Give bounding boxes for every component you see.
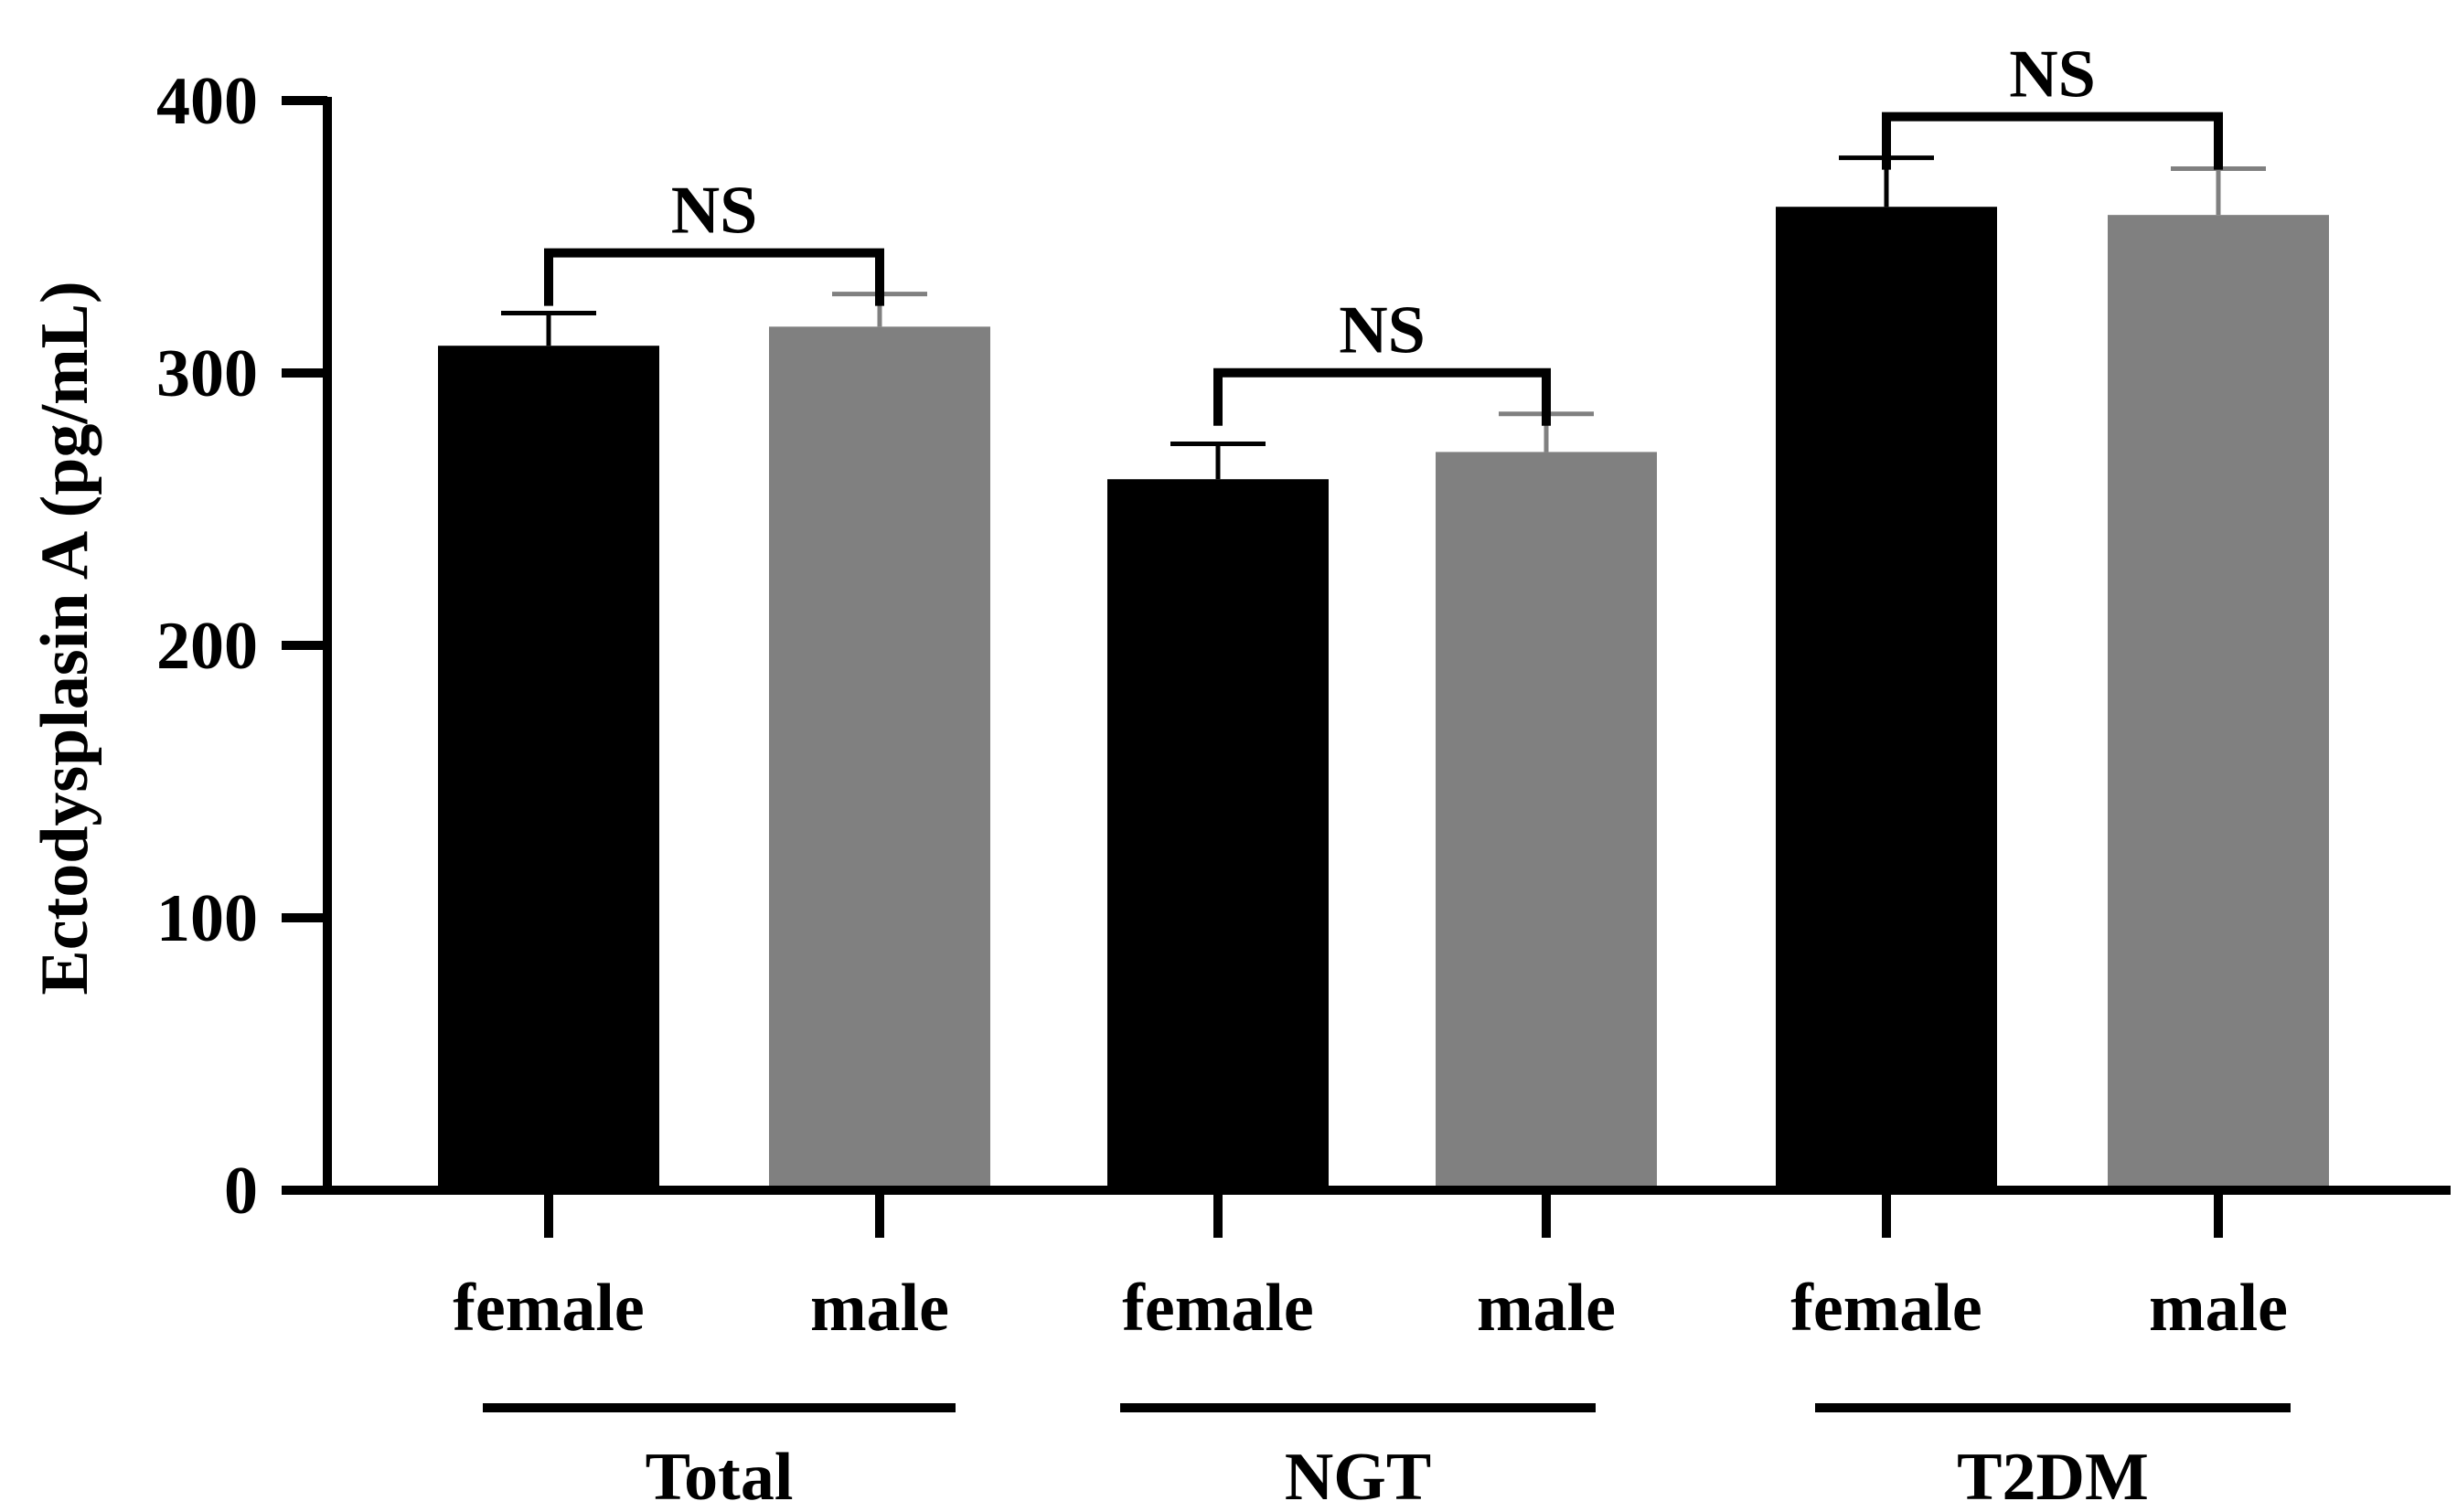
significance-bracket <box>1213 367 1551 426</box>
y-tick-label: 400 <box>156 64 258 139</box>
y-tick-label: 300 <box>156 336 258 411</box>
x-tick-label: female <box>453 1271 645 1346</box>
x-tick-label: male <box>810 1271 949 1346</box>
y-tick-label: 0 <box>224 1154 258 1229</box>
bar <box>2108 215 2329 1186</box>
significance-bracket <box>1882 112 2223 170</box>
y-tick-label: 200 <box>156 609 258 684</box>
x-tick-label: female <box>1122 1271 1314 1346</box>
x-tick-label: male <box>1477 1271 1616 1346</box>
x-tick-label: female <box>1790 1271 1982 1346</box>
bar <box>1776 207 1997 1187</box>
group-label: T2DM <box>1957 1440 2149 1512</box>
x-tick-label: male <box>2149 1271 2288 1346</box>
group-label: NGT <box>1285 1440 1431 1512</box>
y-tick-label: 100 <box>156 881 258 956</box>
bar <box>769 326 990 1187</box>
significance-label: NS <box>671 174 758 249</box>
bar <box>1107 479 1329 1186</box>
significance-label: NS <box>2009 37 2096 112</box>
group-label: Total <box>646 1440 794 1512</box>
significance-label: NS <box>1339 293 1426 368</box>
bar <box>1436 452 1657 1186</box>
bar <box>438 346 659 1186</box>
significance-bracket <box>544 248 884 306</box>
y-axis-title: Ectodysplasin A (pg/mL) <box>27 281 102 995</box>
